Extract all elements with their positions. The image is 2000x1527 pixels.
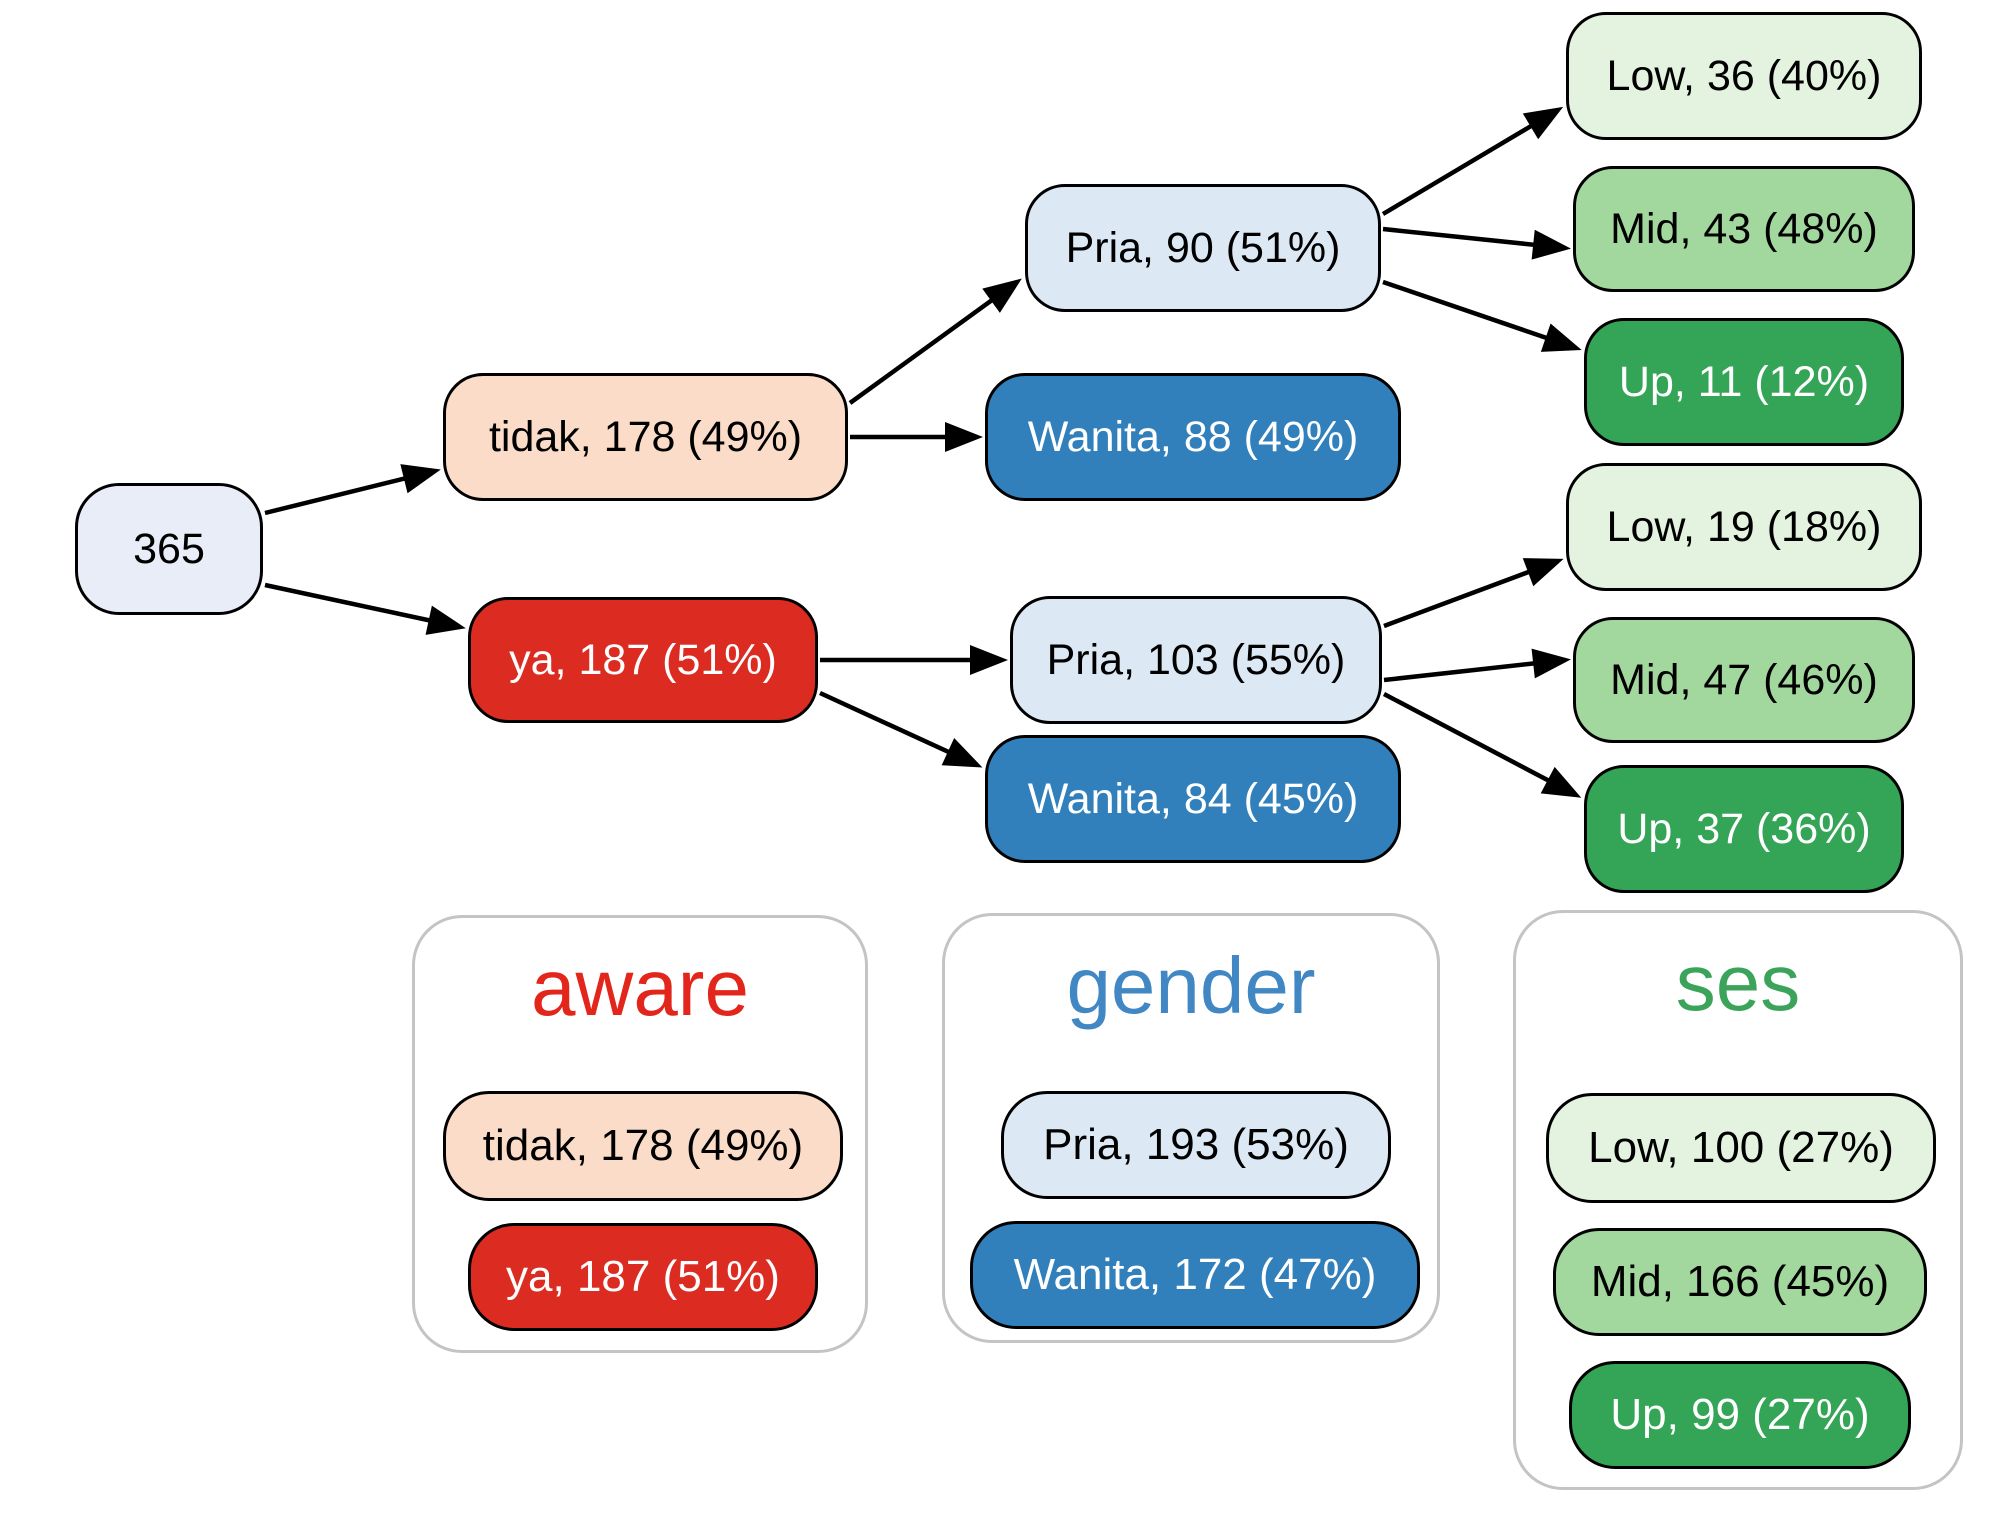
legend-ses-title: ses (1675, 938, 1801, 1027)
legend-aware-title: aware (531, 943, 749, 1032)
tree-node-gender-pria-103: Pria, 103 (55%) (1010, 596, 1382, 724)
tree-node-gender-pria-90: Pria, 90 (51%) (1025, 184, 1381, 312)
legend-gender-title: gender (1066, 941, 1316, 1030)
tree-node-ses-mid-47: Mid, 47 (46%) (1573, 617, 1915, 743)
tree-node-gender-wanita-84: Wanita, 84 (45%) (985, 735, 1401, 863)
tree-node-ses-mid-43: Mid, 43 (48%) (1573, 166, 1915, 292)
legend-aware: aware tidak, 178 (49%) ya, 187 (51%) (412, 915, 868, 1353)
tree-node-gender-wanita-88: Wanita, 88 (49%) (985, 373, 1401, 501)
tree-node-ses-low-19: Low, 19 (18%) (1566, 463, 1922, 591)
tree-node-ses-up-11: Up, 11 (12%) (1584, 318, 1904, 446)
legend-ses-item-up: Up, 99 (27%) (1569, 1361, 1911, 1469)
tree-node-total: 365 (75, 483, 263, 615)
tree-node-aware-ya: ya, 187 (51%) (468, 597, 818, 723)
legend-ses: ses Low, 100 (27%) Mid, 166 (45%) Up, 99… (1513, 910, 1963, 1490)
legend-gender: gender Pria, 193 (53%) Wanita, 172 (47%) (942, 913, 1440, 1343)
legend-ses-item-mid: Mid, 166 (45%) (1553, 1228, 1927, 1336)
legend-gender-item-pria: Pria, 193 (53%) (1001, 1091, 1391, 1199)
tree-node-ses-up-37: Up, 37 (36%) (1584, 765, 1904, 893)
legend-gender-item-wanita: Wanita, 172 (47%) (970, 1221, 1420, 1329)
tree-node-aware-tidak: tidak, 178 (49%) (443, 373, 848, 501)
legend-ses-item-low: Low, 100 (27%) (1546, 1093, 1936, 1203)
tree-node-ses-low-36: Low, 36 (40%) (1566, 12, 1922, 140)
legend-aware-item-ya: ya, 187 (51%) (468, 1223, 818, 1331)
legend-aware-item-tidak: tidak, 178 (49%) (443, 1091, 843, 1201)
